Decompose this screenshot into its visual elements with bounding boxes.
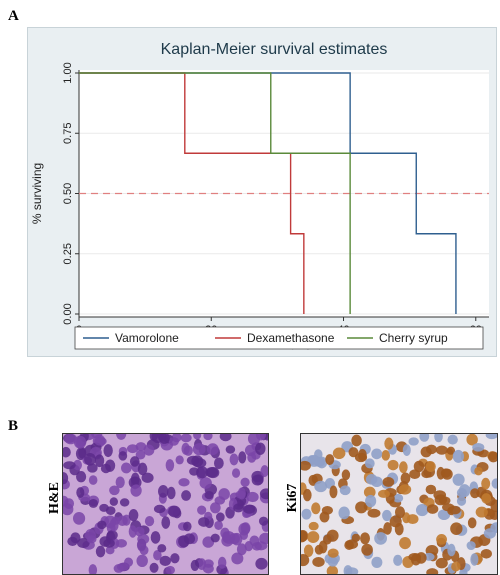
kaplan-meier-chart: Kaplan-Meier survival estimates 0.00 0.25 0… xyxy=(27,27,497,357)
legend-label: Cherry syrup xyxy=(379,331,448,345)
y-tick-label: 0.75 xyxy=(62,123,74,144)
legend-box xyxy=(74,326,484,350)
ki67-stain-label: Ki67 xyxy=(285,483,300,513)
y-tick-label: 0.00 xyxy=(62,303,74,324)
he-stain-label: H&E xyxy=(47,482,62,514)
ki67-stain-image xyxy=(300,433,498,575)
y-axis-label: % surviving xyxy=(30,163,44,224)
legend-label: Vamorolone xyxy=(115,331,179,345)
panel-label-b: B xyxy=(8,418,19,434)
y-tick-label: 1.00 xyxy=(62,62,74,83)
survival-curve-cherry-syrup xyxy=(79,72,351,314)
chart-title: Kaplan-Meier survival estimates xyxy=(161,41,388,58)
legend-label: Dexamethasone xyxy=(247,331,335,345)
panel-label-a: A xyxy=(8,8,19,24)
survival-curve-vamorolone xyxy=(79,72,457,314)
he-stain-image xyxy=(62,433,269,575)
y-tick-label: 0.25 xyxy=(62,243,74,264)
y-tick-label: 0.50 xyxy=(62,183,74,204)
